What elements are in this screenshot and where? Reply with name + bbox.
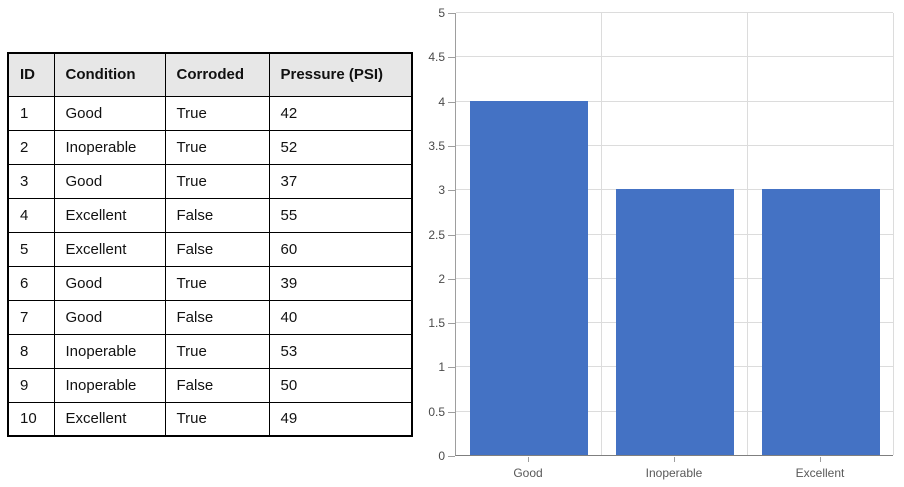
table-cell: False [164, 197, 270, 233]
table-cell: Inoperable [53, 367, 166, 403]
table-cell: Good [53, 95, 166, 131]
table-cell: Excellent [53, 401, 166, 437]
x-axis-tick [674, 457, 675, 462]
y-tick-label: 4 [438, 94, 445, 109]
y-tick-label: 2.5 [428, 227, 445, 242]
table-cell: 49 [268, 401, 413, 437]
x-category-label: Good [513, 466, 543, 480]
bar-good [469, 100, 589, 455]
table-cell: False [164, 299, 270, 335]
table-cell: 10 [7, 401, 55, 437]
inspection-table-body: 1 Good True 42 2 Inoperable True 52 3 Good True 37 4… [7, 95, 413, 437]
y-tick-label: 3.5 [428, 138, 445, 153]
table-cell: 55 [268, 197, 413, 233]
y-tick-label: 1 [438, 360, 445, 375]
y-axis-tick [448, 323, 455, 325]
column-header: Corroded [164, 52, 270, 97]
gridline-v [747, 13, 748, 455]
table-cell: 52 [268, 129, 413, 165]
table-row: 4 Excellent False 55 [7, 197, 413, 233]
header-row: ID Condition Corroded Pressure (PSI) [7, 52, 413, 97]
table-cell: 8 [7, 333, 55, 369]
bar-excellent [761, 189, 881, 455]
y-axis-tick [448, 101, 455, 103]
y-tick-label: 4.5 [428, 50, 445, 65]
inspection-table-head: ID Condition Corroded Pressure (PSI) [7, 52, 413, 97]
table-cell: Inoperable [53, 333, 166, 369]
table-cell: 1 [7, 95, 55, 131]
table-cell: Good [53, 163, 166, 199]
table-row: 5 Excellent False 60 [7, 231, 413, 267]
table-row: 10 Excellent True 49 [7, 401, 413, 437]
table-cell: False [164, 231, 270, 267]
table-cell: 50 [268, 367, 413, 403]
table-cell: Excellent [53, 231, 166, 267]
table-cell: False [164, 367, 270, 403]
table-cell: Good [53, 265, 166, 301]
gridline-v [893, 13, 894, 455]
y-axis-tick [448, 13, 455, 14]
bar-inoperable [615, 189, 735, 455]
y-axis-tick [448, 57, 455, 59]
gridline-h [456, 56, 893, 58]
table-cell: 42 [268, 95, 413, 131]
table-cell: 60 [268, 231, 413, 267]
table-row: 9 Inoperable False 50 [7, 367, 413, 403]
chart-plot [455, 12, 894, 456]
table-cell: True [164, 333, 270, 369]
gridline-h [456, 100, 893, 102]
y-tick-label: 1.5 [428, 316, 445, 331]
table-row: 1 Good True 42 [7, 95, 413, 131]
table-cell: Inoperable [53, 129, 166, 165]
column-header: Condition [53, 52, 166, 97]
column-header: Pressure (PSI) [268, 52, 413, 97]
table-cell: 5 [7, 231, 55, 267]
table-cell: 4 [7, 197, 55, 233]
table-cell: 9 [7, 367, 55, 403]
table-cell: 2 [7, 129, 55, 165]
x-category-label: Inoperable [645, 466, 703, 480]
y-axis-tick [448, 367, 455, 369]
table-cell: 39 [268, 265, 413, 301]
y-axis-tick [448, 456, 455, 457]
gridline-h [456, 144, 893, 146]
x-category-label: Excellent [795, 466, 845, 480]
gridline-v [601, 13, 602, 455]
table-cell: True [164, 401, 270, 437]
column-header: ID [7, 52, 55, 97]
table-cell: True [164, 95, 270, 131]
y-tick-label: 0 [438, 449, 445, 463]
y-tick-label: 0.5 [428, 404, 445, 419]
inspection-table: ID Condition Corroded Pressure (PSI) 1 Good T… [7, 52, 413, 437]
y-tick-label: 5 [438, 6, 445, 20]
table-cell: 7 [7, 299, 55, 335]
table-cell: 37 [268, 163, 413, 199]
gridline-h [456, 12, 893, 13]
table-cell: True [164, 265, 270, 301]
table-cell: Good [53, 299, 166, 335]
condition-bar-chart: 0 0.5 1 1.5 2 2.5 3 3.5 4 4.5 5 Good Inoperable Excel… [420, 0, 904, 487]
table-cell: 6 [7, 265, 55, 301]
y-tick-label: 3 [438, 183, 445, 198]
table-cell: 53 [268, 333, 413, 369]
table-cell: 40 [268, 299, 413, 335]
y-axis-tick [448, 190, 455, 192]
table-row: 2 Inoperable True 52 [7, 129, 413, 165]
y-axis-tick [448, 234, 455, 236]
x-axis-tick [820, 457, 821, 462]
table-row: 8 Inoperable True 53 [7, 333, 413, 369]
table-cell: True [164, 129, 270, 165]
table-row: 3 Good True 37 [7, 163, 413, 199]
y-axis-tick [448, 278, 455, 280]
y-axis-tick [448, 411, 455, 413]
table-cell: 3 [7, 163, 55, 199]
table-row: 6 Good True 39 [7, 265, 413, 301]
table-cell: Excellent [53, 197, 166, 233]
table-row: 7 Good False 40 [7, 299, 413, 335]
y-tick-label: 2 [438, 271, 445, 286]
x-axis-tick [528, 457, 529, 462]
table-cell: True [164, 163, 270, 199]
y-axis-tick [448, 145, 455, 147]
